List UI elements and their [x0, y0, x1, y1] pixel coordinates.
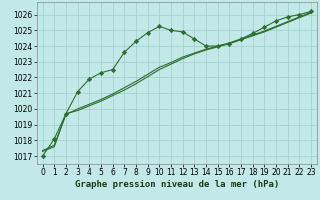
X-axis label: Graphe pression niveau de la mer (hPa): Graphe pression niveau de la mer (hPa): [75, 180, 279, 189]
